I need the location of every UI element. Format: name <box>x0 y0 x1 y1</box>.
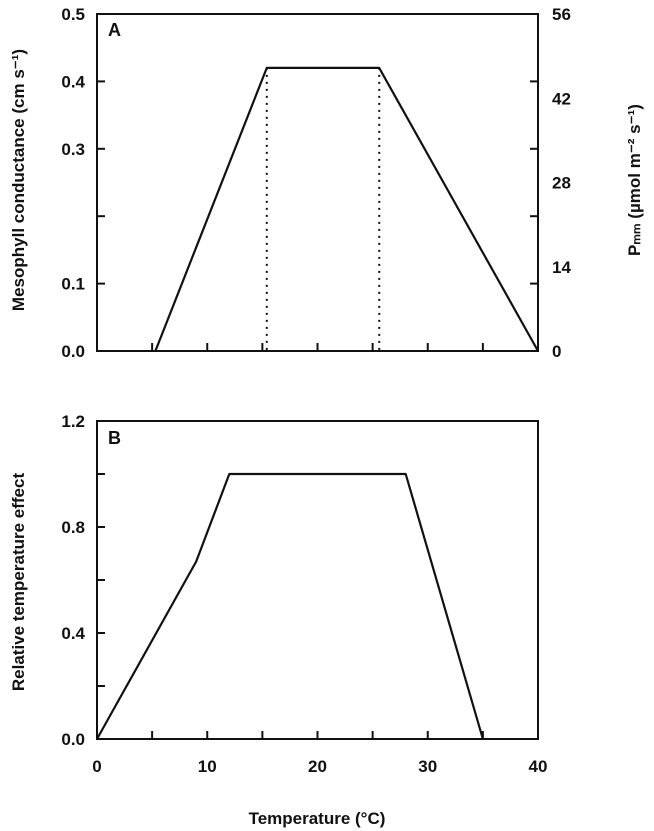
panel-b: 0 10 20 30 40 0.0 0.4 0.8 1.2 B Relative temper… <box>9 412 547 828</box>
x-tick-label: 30 <box>418 757 437 776</box>
series-line <box>96 472 484 740</box>
panel-b-y-axis-label: Relative temperature effect <box>9 473 28 692</box>
y2-tick-label: 28 <box>552 174 571 193</box>
panel-b-x-ticks: 0 10 20 30 40 <box>92 731 547 776</box>
panel-b-series <box>96 472 484 740</box>
x-tick-label: 40 <box>529 757 548 776</box>
y2-tick-label: 42 <box>552 89 571 108</box>
series-line <box>154 66 539 352</box>
panel-a-label: A <box>108 20 121 40</box>
y-tick-label: 0.4 <box>61 72 85 91</box>
panel-b-label: B <box>108 428 121 448</box>
y-tick-label: 0.1 <box>61 275 85 294</box>
panel-a-frame <box>96 13 539 352</box>
y-tick-label: 0.3 <box>61 140 85 159</box>
panel-a-guides <box>265 67 381 351</box>
y2-tick-label: 0 <box>552 342 561 361</box>
y-tick-label: 0.4 <box>61 624 85 643</box>
panel-a-y2-axis-label: Pₘₘ (µmol m⁻² s⁻¹) <box>625 104 644 256</box>
panel-a-series <box>154 66 539 352</box>
panel-a-y-ticks: 0.0 0.1 0.3 0.4 0.5 <box>61 5 538 361</box>
panel-a: 0.0 0.1 0.3 0.4 0.5 0 14 28 42 56 A Mesophyll co… <box>9 5 644 361</box>
y2-tick-label: 56 <box>552 5 571 24</box>
panel-a-y-axis-label: Mesophyll conductance (cm s⁻¹) <box>9 49 28 311</box>
y-tick-label: 0.5 <box>61 5 85 24</box>
x-tick-label: 10 <box>198 757 217 776</box>
y-tick-label: 1.2 <box>61 412 85 431</box>
y-tick-label: 0.8 <box>61 518 85 537</box>
panel-b-frame <box>96 420 539 740</box>
panel-a-x-ticks <box>96 343 539 351</box>
panel-b-y-ticks: 0.0 0.4 0.8 1.2 <box>61 412 105 749</box>
y-tick-label: 0.0 <box>61 342 85 361</box>
y2-tick-label: 14 <box>552 258 571 277</box>
x-tick-label: 20 <box>308 757 327 776</box>
x-tick-label: 0 <box>92 757 101 776</box>
panel-a-y2-ticks: 0 14 28 42 56 <box>552 5 571 361</box>
y-tick-label: 0.0 <box>61 730 85 749</box>
x-axis-label: Temperature (°C) <box>249 809 386 828</box>
